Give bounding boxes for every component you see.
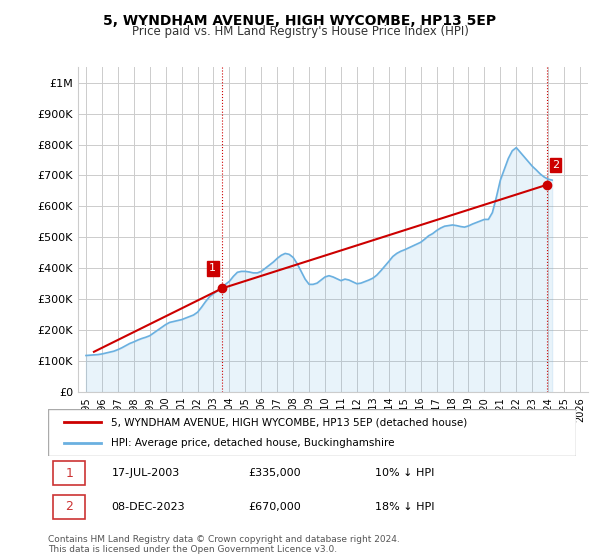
Text: 5, WYNDHAM AVENUE, HIGH WYCOMBE, HP13 5EP (detached house): 5, WYNDHAM AVENUE, HIGH WYCOMBE, HP13 5E…: [112, 417, 467, 427]
Text: Contains HM Land Registry data © Crown copyright and database right 2024.
This d: Contains HM Land Registry data © Crown c…: [48, 535, 400, 554]
Text: 5, WYNDHAM AVENUE, HIGH WYCOMBE, HP13 5EP: 5, WYNDHAM AVENUE, HIGH WYCOMBE, HP13 5E…: [103, 14, 497, 28]
Text: 08-DEC-2023: 08-DEC-2023: [112, 502, 185, 512]
Text: 2: 2: [552, 160, 559, 170]
Text: HPI: Average price, detached house, Buckinghamshire: HPI: Average price, detached house, Buck…: [112, 438, 395, 448]
Text: 2: 2: [65, 500, 73, 514]
Text: 1: 1: [209, 263, 217, 273]
Text: Price paid vs. HM Land Registry's House Price Index (HPI): Price paid vs. HM Land Registry's House …: [131, 25, 469, 38]
FancyBboxPatch shape: [53, 494, 85, 519]
FancyBboxPatch shape: [53, 461, 85, 486]
Text: £335,000: £335,000: [248, 468, 301, 478]
FancyBboxPatch shape: [48, 409, 576, 456]
Text: 10% ↓ HPI: 10% ↓ HPI: [376, 468, 435, 478]
Text: 1: 1: [65, 466, 73, 480]
Text: £670,000: £670,000: [248, 502, 301, 512]
Text: 18% ↓ HPI: 18% ↓ HPI: [376, 502, 435, 512]
Text: 17-JUL-2003: 17-JUL-2003: [112, 468, 179, 478]
